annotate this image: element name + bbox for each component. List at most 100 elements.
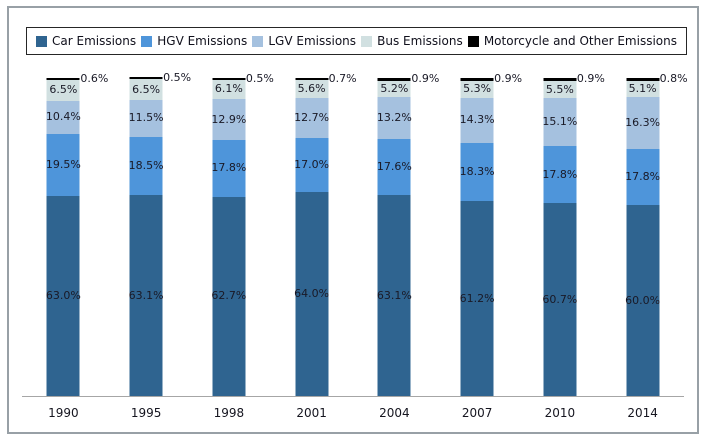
legend-label: Motorcycle and Other Emissions <box>483 34 677 48</box>
segment-motorcycle-and-other-emissions <box>46 78 80 80</box>
plot-area: 63.0% 19.5% 10.4% 6.5% 0.6% 63.1% 18.5% 11.5% 6.… <box>22 8 688 397</box>
x-axis-label-2010: 2010 <box>544 406 576 420</box>
data-label-motorcycle-and-other-emissions: 0.6% <box>80 71 109 85</box>
segment-lgv-emissions <box>295 98 329 139</box>
data-label-car-emissions: 64.0% <box>294 287 330 301</box>
data-label-car-emissions: 60.0% <box>625 293 661 307</box>
stacked-bar-2004: 63.1% 17.6% 13.2% 5.2% 0.9% <box>377 72 439 396</box>
segment-motorcycle-and-other-emissions <box>377 78 411 81</box>
stacked-bar-2010: 60.7% 17.8% 15.1% 5.5% 0.9% <box>542 72 605 396</box>
bar-slot-2001: 64.0% 17.0% 12.7% 5.6% 0.7% <box>270 8 357 396</box>
data-label-motorcycle-and-other-emissions: 0.5% <box>163 71 192 85</box>
x-axis-label-2004: 2004 <box>379 406 410 420</box>
segment-hgv-emissions <box>626 148 660 206</box>
legend-item-bus-emissions: Bus Emissions <box>361 35 463 47</box>
bar-slot-2010: 60.7% 17.8% 15.1% 5.5% 0.9% <box>519 8 605 396</box>
data-label-hgv-emissions: 19.5% <box>45 157 81 171</box>
segment-bus-emissions <box>460 80 494 98</box>
data-label-lgv-emissions: 12.9% <box>211 112 247 126</box>
chart-frame: Car Emissions HGV Emissions LGV Emissions B… <box>7 6 699 434</box>
segment-bus-emissions <box>377 80 411 98</box>
x-axis-label-1998: 1998 <box>213 406 245 420</box>
legend-item-car-emissions: Car Emissions <box>36 35 136 47</box>
legend-swatch-icon <box>252 35 264 47</box>
legend-label: Bus Emissions <box>377 34 463 48</box>
segment-car-emissions <box>543 202 577 396</box>
segment-hgv-emissions <box>46 133 80 196</box>
x-axis-label-1995: 1995 <box>130 406 162 420</box>
legend-swatch-icon <box>467 35 479 47</box>
legend-label: HGV Emissions <box>157 34 248 48</box>
x-axis-label-2007: 2007 <box>461 406 493 420</box>
data-label-bus-emissions: 6.5% <box>132 82 161 96</box>
bar-slot-1995: 63.1% 18.5% 11.5% 6.5% 0.5% <box>105 8 192 396</box>
data-label-bus-emissions: 6.5% <box>49 83 78 97</box>
legend-label: LGV Emissions <box>268 34 357 48</box>
legend-item-motorcycle-and-other-emissions: Motorcycle and Other Emissions <box>467 34 677 48</box>
legend-item-lgv-emissions: LGV Emissions <box>252 35 356 47</box>
data-label-lgv-emissions: 11.5% <box>128 111 164 125</box>
data-label-bus-emissions: 5.6% <box>297 82 326 96</box>
data-label-car-emissions: 63.0% <box>45 288 81 302</box>
segment-car-emissions <box>460 201 494 396</box>
segment-lgv-emissions <box>626 96 660 149</box>
data-label-motorcycle-and-other-emissions: 0.8% <box>659 72 688 86</box>
data-label-bus-emissions: 5.2% <box>380 82 409 96</box>
data-label-hgv-emissions: 17.0% <box>294 158 330 172</box>
segment-lgv-emissions <box>129 99 163 137</box>
segment-motorcycle-and-other-emissions <box>129 77 163 80</box>
segment-car-emissions <box>129 195 163 396</box>
data-label-car-emissions: 60.7% <box>542 292 578 306</box>
segment-motorcycle-and-other-emissions <box>543 78 577 81</box>
data-label-motorcycle-and-other-emissions: 0.9% <box>576 72 605 86</box>
bar-slot-2014: 60.0% 17.8% 16.3% 5.1% 0.8% <box>601 8 688 396</box>
x-axis-label-2014: 2014 <box>627 406 658 420</box>
bar-slot-2007: 61.2% 18.3% 14.3% 5.3% 0.9% <box>436 8 523 396</box>
segment-car-emissions <box>626 205 660 396</box>
data-label-hgv-emissions: 17.8% <box>211 161 247 175</box>
segment-bus-emissions <box>212 79 246 99</box>
legend-item-hgv-emissions: HGV Emissions <box>141 35 247 47</box>
bar-slot-1998: 62.7% 17.8% 12.9% 6.1% 0.5% <box>188 8 274 396</box>
data-label-car-emissions: 62.7% <box>211 289 247 303</box>
segment-lgv-emissions <box>377 97 411 140</box>
segment-hgv-emissions <box>129 136 163 196</box>
segment-car-emissions <box>295 192 329 396</box>
bar-slot-2004: 63.1% 17.6% 13.2% 5.2% 0.9% <box>353 8 439 396</box>
segment-lgv-emissions <box>46 100 80 134</box>
segment-lgv-emissions <box>460 97 494 144</box>
segment-motorcycle-and-other-emissions <box>460 78 494 81</box>
data-label-bus-emissions: 6.1% <box>214 82 243 96</box>
segment-motorcycle-and-other-emissions <box>212 77 246 80</box>
data-label-bus-emissions: 5.5% <box>545 82 574 96</box>
segment-bus-emissions <box>129 79 163 100</box>
segment-lgv-emissions <box>212 99 246 141</box>
data-label-hgv-emissions: 17.8% <box>625 169 661 183</box>
segment-bus-emissions <box>295 80 329 99</box>
bar-slot-1990: 63.0% 19.5% 10.4% 6.5% 0.6% <box>22 8 109 396</box>
legend-swatch-icon <box>36 35 47 47</box>
data-label-lgv-emissions: 16.3% <box>625 115 661 129</box>
legend-swatch-icon <box>141 35 153 47</box>
data-label-motorcycle-and-other-emissions: 0.7% <box>328 72 357 86</box>
data-label-hgv-emissions: 18.5% <box>128 158 164 172</box>
data-label-motorcycle-and-other-emissions: 0.9% <box>494 72 523 86</box>
segment-hgv-emissions <box>460 143 494 202</box>
data-label-car-emissions: 63.1% <box>376 288 412 302</box>
segment-motorcycle-and-other-emissions <box>295 78 329 81</box>
data-label-hgv-emissions: 17.8% <box>542 167 578 181</box>
segment-car-emissions <box>46 195 80 396</box>
data-label-lgv-emissions: 14.3% <box>459 113 495 127</box>
data-label-motorcycle-and-other-emissions: 0.5% <box>245 71 274 85</box>
segment-lgv-emissions <box>543 98 577 147</box>
segment-bus-emissions <box>626 80 660 97</box>
data-label-hgv-emissions: 17.6% <box>376 160 412 174</box>
segment-bus-emissions <box>46 79 80 101</box>
x-axis-label-1990: 1990 <box>48 406 79 420</box>
data-label-hgv-emissions: 18.3% <box>459 165 495 179</box>
legend-label: Car Emissions <box>52 34 137 48</box>
data-label-car-emissions: 61.2% <box>459 291 495 305</box>
data-label-motorcycle-and-other-emissions: 0.9% <box>411 72 440 86</box>
segment-car-emissions <box>377 195 411 396</box>
x-axis-label-2001: 2001 <box>296 406 327 420</box>
